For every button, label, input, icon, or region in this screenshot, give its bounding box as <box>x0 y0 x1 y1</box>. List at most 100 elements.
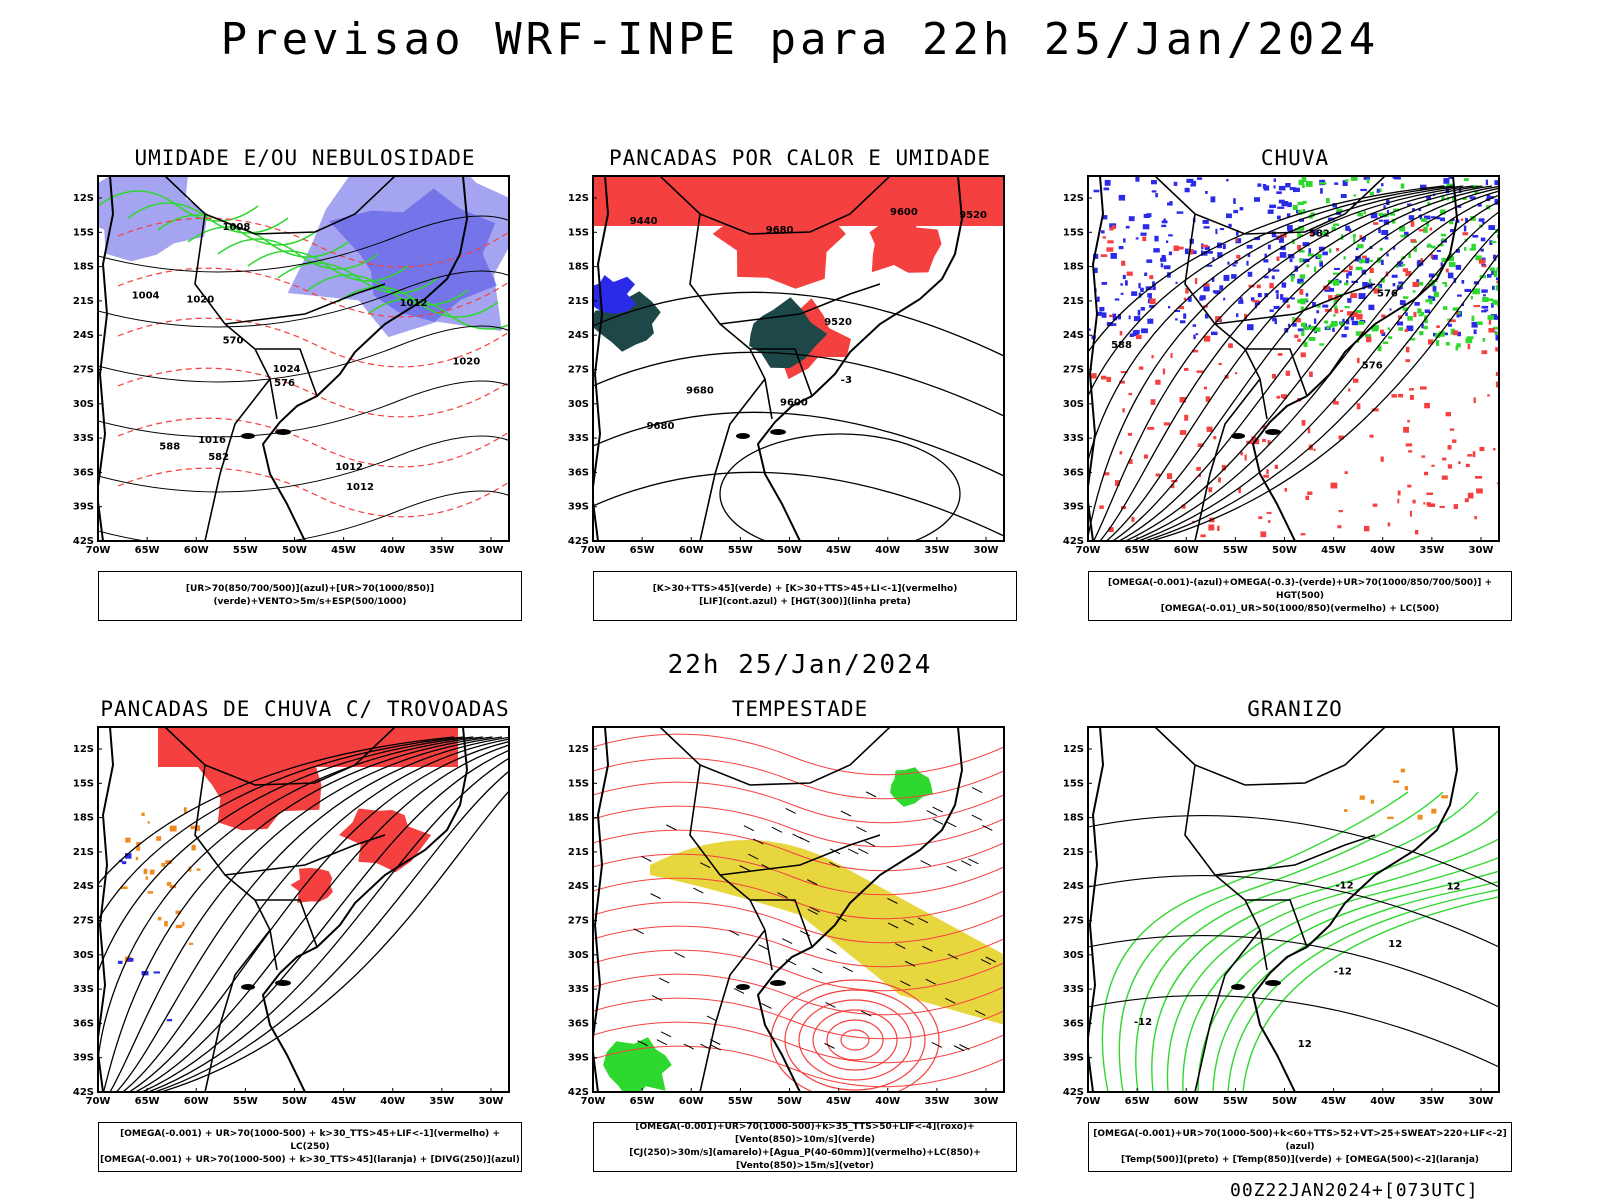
rain-red-dot <box>1441 475 1448 480</box>
omega-blue-dot <box>1443 178 1450 184</box>
omega-blue-dot <box>1267 209 1274 214</box>
omega-green-dot <box>1442 282 1447 284</box>
wind-vector <box>836 915 847 922</box>
rain-red-dot <box>1415 530 1419 535</box>
map-frame <box>97 175 510 542</box>
lon-tick-label: 50W <box>282 545 307 556</box>
rain-red-dot <box>1447 445 1452 450</box>
lat-tick-label: 12S <box>1063 744 1084 755</box>
rain-red-dot <box>1170 353 1173 359</box>
omega-blue-dot <box>1405 312 1408 316</box>
omega-blue-dot <box>1131 291 1138 296</box>
water-vapor-contour <box>593 949 1004 992</box>
streamline <box>1088 185 1464 464</box>
streamline <box>148 757 509 1092</box>
lat-tick-label: 27S <box>568 365 589 376</box>
rain-red-dot <box>1183 297 1187 301</box>
omega-blue-dot <box>1332 203 1337 208</box>
rain-red-dot <box>1266 469 1269 475</box>
lake-mark <box>1265 980 1281 986</box>
temp850-contour <box>1197 870 1499 1092</box>
wind-vector <box>641 855 652 862</box>
omega-green-dot <box>1475 255 1482 261</box>
water-vapor-contour <box>593 973 1004 1016</box>
omega-blue-dot <box>1472 235 1479 238</box>
rain-red-dot <box>1286 304 1290 309</box>
omega-blue-dot <box>1457 204 1462 208</box>
lon-tick-label: 40W <box>380 545 405 556</box>
omega-green-dot <box>1300 298 1306 305</box>
lon-tick-label: 65W <box>1125 545 1150 556</box>
contour-label: 9600 <box>780 398 808 409</box>
omega-blue-dot <box>1138 282 1141 289</box>
omega-blue-dot <box>1137 309 1141 316</box>
rain-red-dot <box>1149 275 1154 280</box>
contour-label: -12 <box>1336 880 1354 891</box>
omega-blue-dot <box>1278 185 1286 191</box>
water-vapor-contour <box>593 781 1004 824</box>
wind-vector <box>650 893 661 900</box>
omega-green-dot <box>1421 311 1424 316</box>
lat-tick-label: 15S <box>1063 778 1084 789</box>
rain-red-dot <box>1269 282 1274 289</box>
omega-blue-dot <box>1123 238 1126 243</box>
omega-green-dot <box>1302 200 1307 204</box>
omega-green-dot <box>1435 340 1440 346</box>
omega-blue-dot <box>1399 300 1406 305</box>
omega-blue-dot <box>1250 297 1255 301</box>
omega-green-dot <box>1303 326 1310 331</box>
lat-tick-label: 15S <box>568 778 589 789</box>
wind-vector <box>982 824 993 831</box>
rain-red-dot <box>1267 520 1271 523</box>
omega-blue-dot <box>1193 334 1196 340</box>
lat-tick-label: 18S <box>568 813 589 824</box>
lon-tick-label: 35W <box>924 1096 949 1107</box>
omega-blue-dot <box>1179 320 1186 324</box>
omega-green-dot <box>1472 288 1478 295</box>
lake-mark <box>770 429 786 435</box>
lat-tick-label: 27S <box>568 916 589 927</box>
omega-green-dot <box>1448 262 1456 267</box>
omega-green-dot <box>1343 256 1346 260</box>
wind-vector <box>806 879 818 886</box>
streamline <box>154 770 509 1092</box>
lat-tick-label: 42S <box>568 1087 589 1098</box>
omega-blue-dot <box>1440 217 1445 222</box>
rain-red-dot <box>1407 419 1410 423</box>
lat-tick-label: 27S <box>73 916 94 927</box>
omega-blue-dot <box>1101 282 1108 285</box>
lon-tick-label: 35W <box>429 1096 454 1107</box>
lat-tick-label: 30S <box>568 399 589 410</box>
rain-red-dot <box>1221 464 1226 471</box>
rain-red-dot <box>1201 244 1209 248</box>
omega-blue-dot <box>1226 179 1229 182</box>
map-layers <box>98 727 509 1092</box>
omega-green-dot <box>1297 232 1301 238</box>
omega-green-dot <box>1334 305 1338 310</box>
omega-green-dot <box>1353 237 1356 244</box>
rain-red-dot <box>1251 436 1257 441</box>
omega-green-dot <box>1326 325 1330 330</box>
omega-blue-dot <box>1101 230 1105 234</box>
rain-red-dot <box>1263 474 1269 478</box>
wind-vector <box>920 860 931 867</box>
omega-orange-dot <box>1344 809 1348 812</box>
rain-red-dot <box>1410 221 1415 227</box>
rain-red-dot <box>1313 448 1316 451</box>
omega-blue-dot <box>1247 271 1253 277</box>
omega-blue-dot <box>1308 324 1312 329</box>
rain-red-dot <box>1410 239 1416 243</box>
lon-tick-label: 55W <box>1223 1096 1248 1107</box>
wind-vector <box>700 862 711 869</box>
omega-blue-dot <box>1232 264 1237 267</box>
rain-red-dot <box>1106 247 1114 252</box>
omega-blue-dot <box>1289 187 1296 191</box>
rain-red-dot <box>1431 464 1435 467</box>
omega-green-dot <box>1302 184 1305 188</box>
contour-label: -12 <box>1334 967 1352 978</box>
omega-blue-dot <box>1287 323 1290 327</box>
lat-tick-label: 24S <box>73 330 94 341</box>
omega-blue-dot <box>1361 237 1365 242</box>
lat-tick-label: 15S <box>568 227 589 238</box>
lat-tick-label: 12S <box>568 193 589 204</box>
